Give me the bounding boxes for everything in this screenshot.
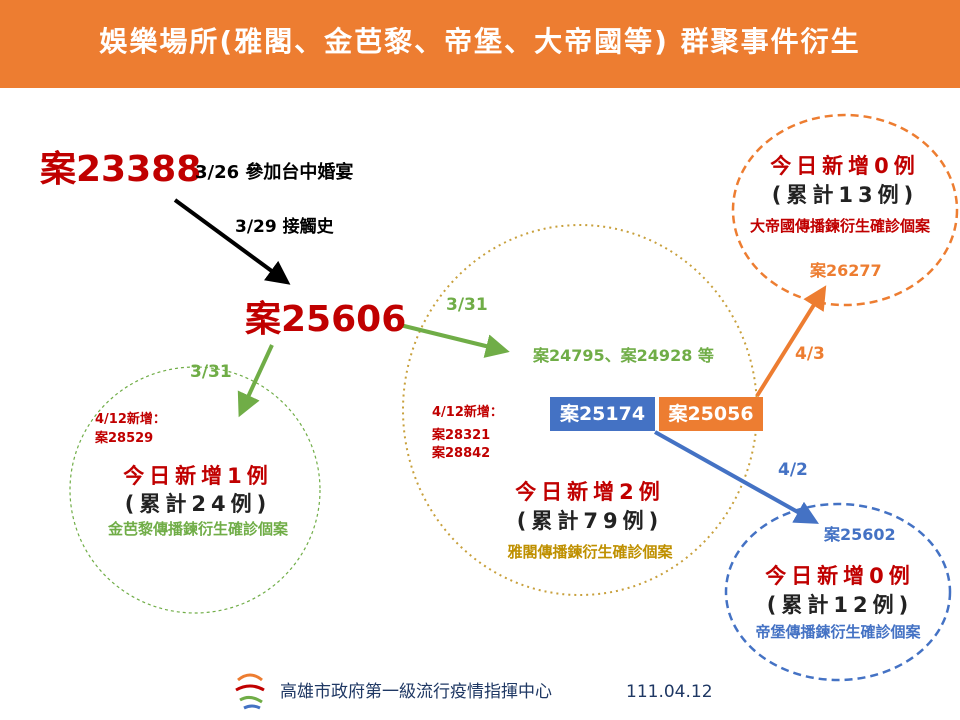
arrow (173, 198, 291, 285)
cluster-desc: 帝堡傳播鍊衍生確診個案 (755, 623, 921, 641)
case-box: 案25174 (550, 397, 655, 431)
today-count: 今日新增2例 (515, 480, 665, 504)
total-count: (累計24例) (124, 492, 272, 516)
contacts: 案24795、案24928 等 (533, 346, 714, 365)
arrow (237, 344, 274, 418)
cluster-circle (724, 502, 952, 682)
cluster-desc: 金芭黎傳播鍊衍生確診個案 (107, 520, 289, 538)
header-bar (0, 0, 960, 88)
link-label: 4/3 (795, 344, 825, 364)
link-label: 3/29 接觸史 (235, 217, 334, 237)
link-label: 3/31 (190, 362, 232, 382)
today-count: 今日新增1例 (123, 464, 273, 488)
case-label: 案23388 (40, 149, 202, 190)
new-label: 4/12新增： (432, 405, 503, 420)
footer-org: 高雄市政府第一級流行疫情指揮中心 (280, 682, 552, 702)
new-case: 案28321 (432, 428, 491, 443)
cluster-circle (731, 113, 959, 307)
cluster-desc: 大帝國傳播鍊衍生確診個案 (749, 217, 931, 235)
today-count: 今日新增0例 (770, 154, 920, 178)
case-label: 案25606 (245, 299, 407, 340)
cluster-circle (69, 366, 321, 614)
total-count: (累計12例) (766, 593, 914, 617)
case-box: 案25056 (659, 397, 763, 431)
case-label: 案25602 (824, 525, 896, 544)
arrow (755, 285, 827, 398)
new-case: 案28842 (432, 446, 491, 461)
arrow (654, 430, 819, 524)
total-count: (累計13例) (771, 183, 919, 207)
case-label: 案26277 (810, 261, 882, 280)
new-case: 案28529 (95, 431, 154, 446)
link-label: 4/2 (778, 460, 808, 480)
logo (235, 673, 265, 710)
cluster-desc: 雅閣傳播鍊衍生確診個案 (507, 543, 673, 561)
note: 3/26 參加台中婚宴 (195, 162, 354, 183)
footer-date: 111.04.12 (626, 682, 713, 702)
title: 娛樂場所(雅閣、金芭黎、帝堡、大帝國等) 群聚事件衍生 (99, 25, 861, 58)
today-count: 今日新增0例 (765, 564, 915, 588)
arrow (399, 323, 510, 358)
new-label: 4/12新增： (95, 412, 166, 427)
link-label: 3/31 (446, 295, 488, 315)
total-count: (累計79例) (516, 509, 664, 533)
